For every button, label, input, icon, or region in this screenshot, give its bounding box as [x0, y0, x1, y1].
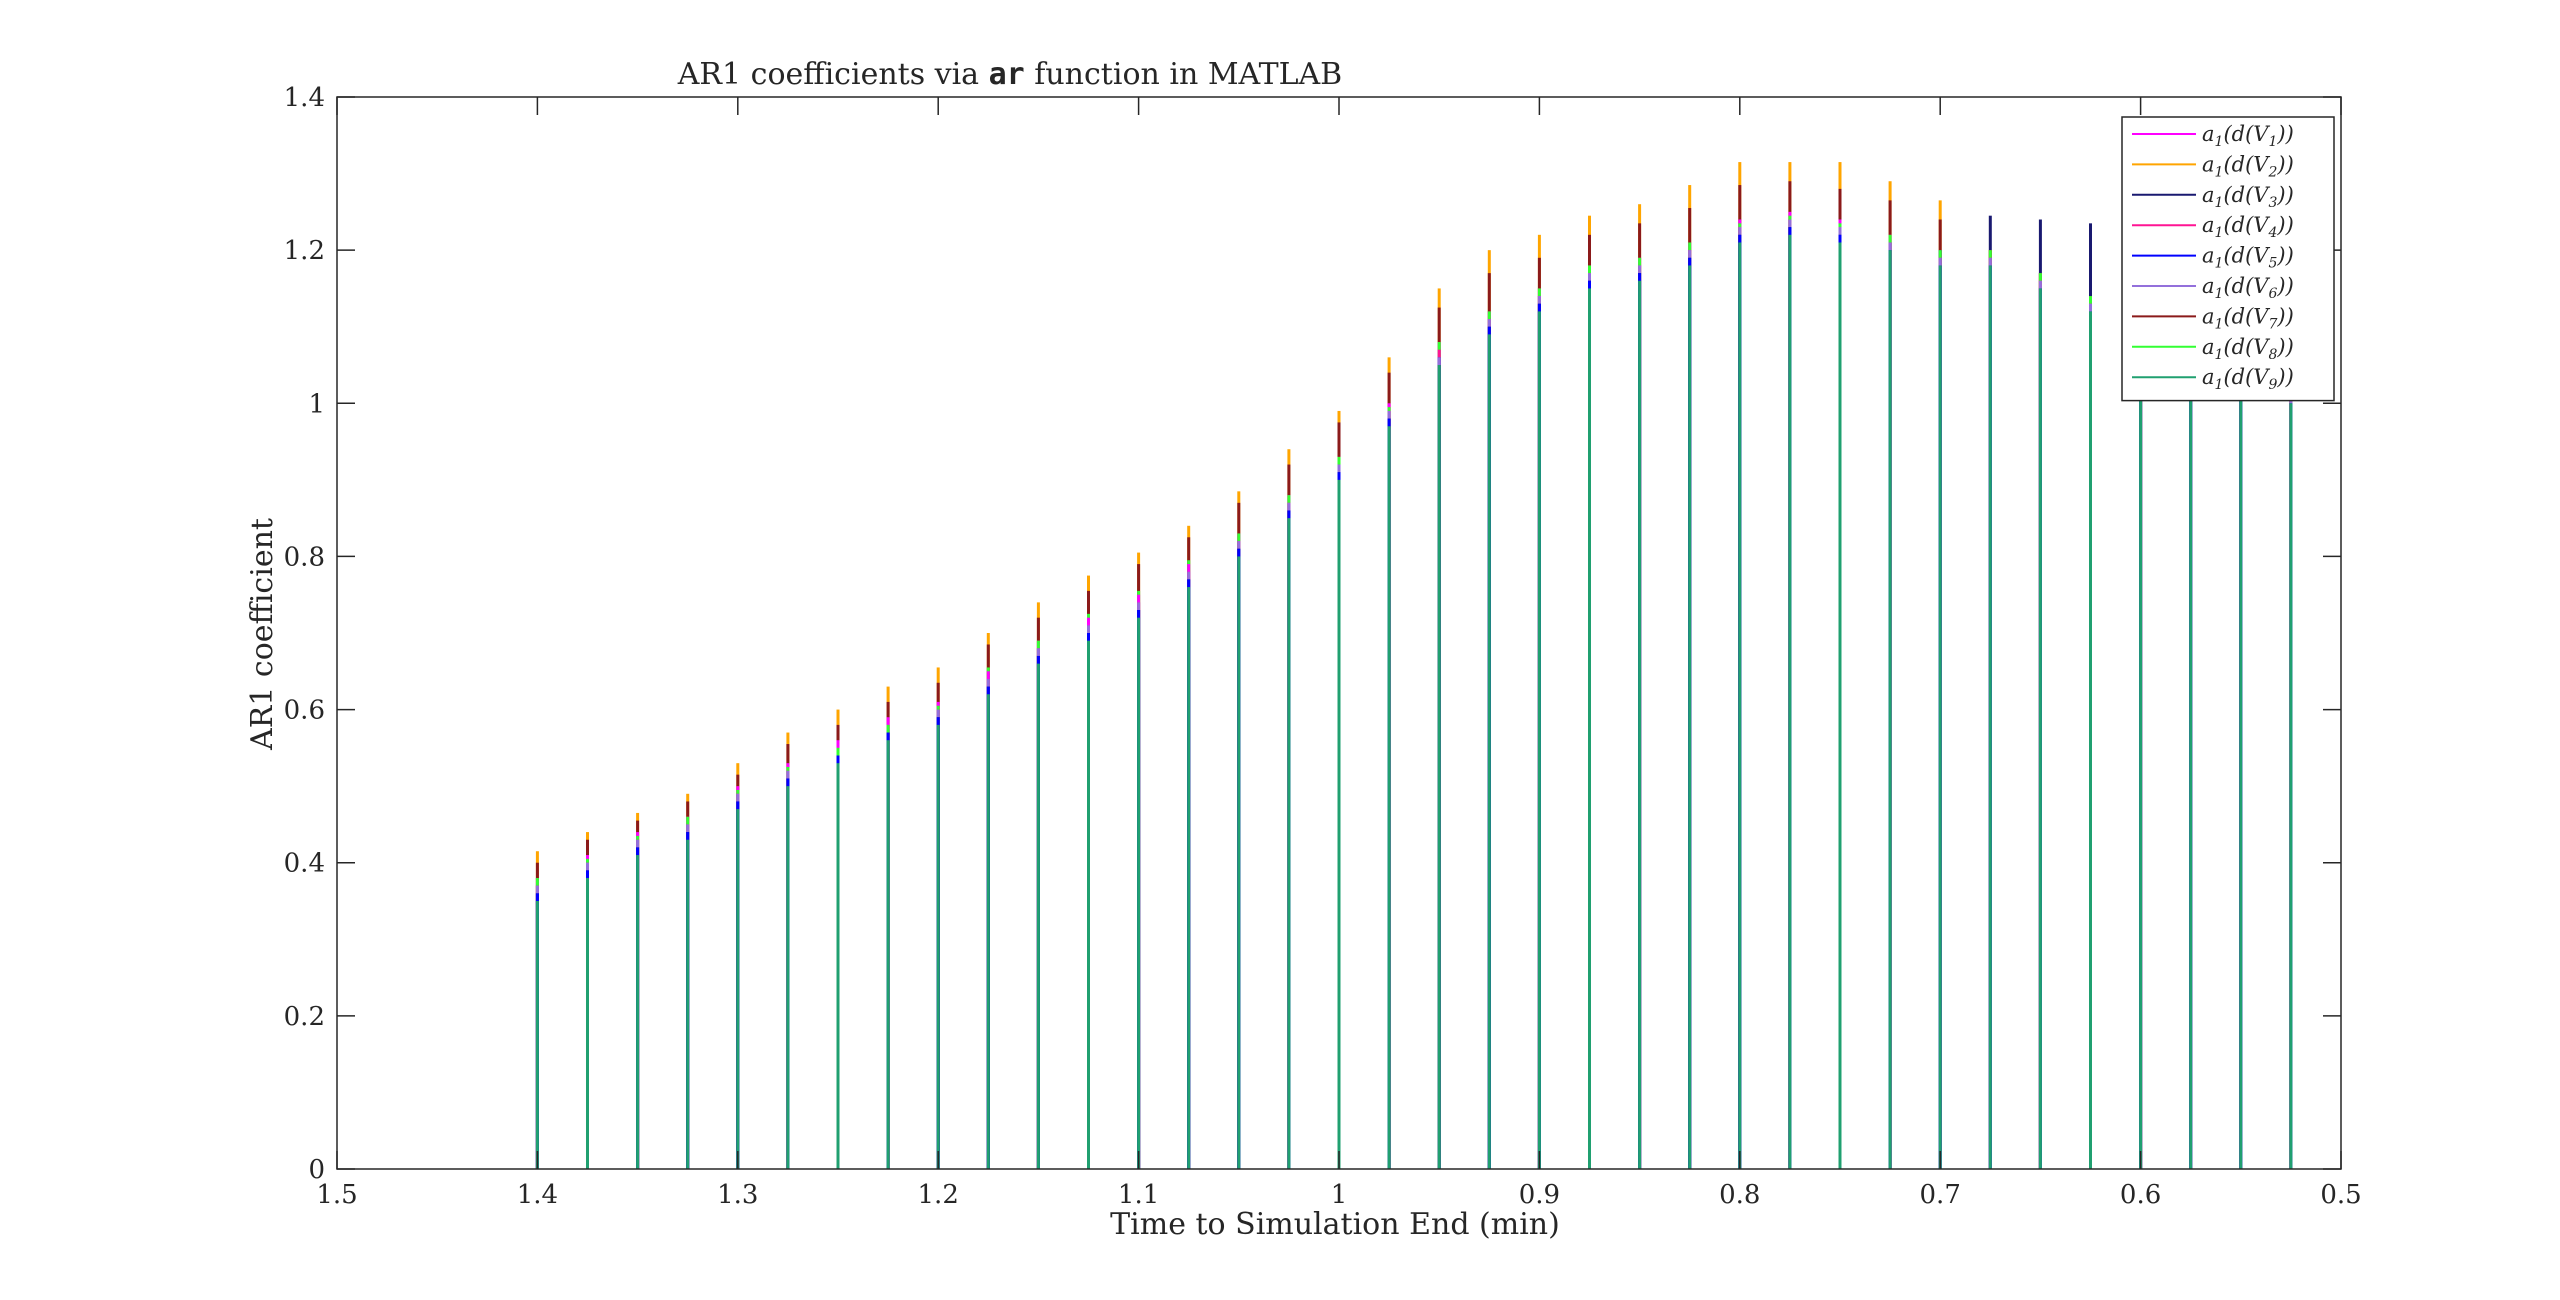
title-part-code: ar — [989, 57, 1025, 92]
bar-series-group — [535, 162, 2293, 1170]
bar-v9-25 — [1788, 234, 1792, 1170]
bar-v9-26 — [1838, 242, 1842, 1169]
bar-v9-15 — [1287, 518, 1291, 1169]
bar-v9-7 — [886, 740, 890, 1169]
y-tick-label: 1.4 — [284, 83, 325, 113]
bar-v9-29 — [1988, 265, 1992, 1169]
x-tick-label: 0.7 — [1920, 1180, 1961, 1210]
bar-v9-1 — [586, 878, 589, 1169]
bar-v9-17 — [1387, 426, 1391, 1169]
bar-v9-19 — [1487, 334, 1491, 1169]
bar-v9-6 — [836, 763, 840, 1169]
legend-label-v3: a1(d(V3)) — [2202, 183, 2294, 211]
bar-v9-4 — [736, 809, 740, 1169]
bar-v9-35 — [2289, 403, 2293, 1169]
bar-v9-34 — [2239, 387, 2243, 1169]
legend-label-v2: a1(d(V2)) — [2202, 152, 2294, 180]
y-axis-label: AR1 coefficient — [245, 518, 280, 751]
y-tick-label: 0.4 — [284, 849, 325, 879]
bar-v9-16 — [1337, 479, 1341, 1169]
legend-label-v4: a1(d(V4)) — [2202, 213, 2294, 241]
chart-title: AR1 coefficients via ar function in MATL… — [677, 57, 1342, 92]
legend-label-v8: a1(d(V8)) — [2202, 335, 2294, 363]
bar-v9-12 — [1137, 617, 1141, 1169]
bar-v9-22 — [1638, 280, 1642, 1169]
legend-label-v1: a1(d(V1)) — [2202, 122, 2294, 150]
tick-labels: 1.5 1.4 1.3 1.2 1.1 1 0.9 0.8 0.7 0.6 0.5 0 0.2 0.4 0.… — [284, 83, 2362, 1210]
y-tick-label: 0.8 — [284, 542, 325, 572]
legend-label-v7: a1(d(V7)) — [2202, 304, 2294, 332]
legend-label-v5: a1(d(V5)) — [2202, 244, 2294, 272]
bar-v9-23 — [1688, 265, 1692, 1169]
bar-v9-27 — [1888, 250, 1892, 1170]
legend: a1(d(V1))a1(d(V2)) a1(d(V3))a1(d(V4)) a1(d… — [2121, 116, 2335, 402]
bar-v9-5 — [786, 786, 790, 1169]
y-tick-label: 1 — [308, 389, 325, 419]
bar-v9-21 — [1588, 288, 1591, 1169]
x-tick-label: 1.4 — [517, 1180, 558, 1210]
y-tick-label: 0 — [308, 1155, 325, 1185]
y-tick-label: 0.6 — [284, 696, 325, 726]
y-tick-label: 1.2 — [284, 236, 325, 266]
x-axis-label: Time to Simulation End (min) — [1110, 1207, 1560, 1242]
bar-v9-0 — [535, 901, 539, 1169]
x-tick-label: 1 — [1331, 1180, 1348, 1210]
tick-marks — [336, 96, 2342, 1170]
x-tick-label: 0.6 — [2120, 1180, 2161, 1210]
bar-v9-3 — [686, 839, 690, 1169]
bar-v9-2 — [636, 855, 640, 1169]
bar-v9-11 — [1087, 640, 1090, 1169]
bar-v9-10 — [1036, 663, 1040, 1169]
bar-v9-14 — [1237, 556, 1241, 1169]
legend-label-v6: a1(d(V6)) — [2202, 274, 2294, 302]
bar-v9-8 — [936, 724, 940, 1169]
bar-v9-33 — [2189, 372, 2193, 1170]
x-tick-label: 0.8 — [1719, 1180, 1760, 1210]
legend-label-v9: a1(d(V9)) — [2202, 365, 2294, 393]
bar-v9-24 — [1738, 242, 1742, 1169]
title-part-1: AR1 coefficients via — [677, 57, 989, 92]
bar-v9-13 — [1187, 587, 1191, 1169]
x-tick-label: 1.1 — [1118, 1180, 1159, 1210]
x-tick-label: 0.9 — [1519, 1180, 1560, 1210]
y-tick-label: 0.2 — [284, 1002, 325, 1032]
bar-v9-20 — [1537, 311, 1541, 1169]
bar-v9-28 — [1938, 265, 1942, 1169]
x-tick-label: 0.5 — [2320, 1180, 2361, 1210]
bar-v9-32 — [2139, 342, 2143, 1169]
bar-v9-18 — [1437, 365, 1441, 1169]
bar-v9-31 — [2089, 311, 2092, 1169]
x-tick-label: 1.3 — [717, 1180, 758, 1210]
bar-v9-30 — [2038, 288, 2042, 1169]
title-part-3: function in MATLAB — [1025, 57, 1343, 92]
bar-v9-9 — [986, 694, 990, 1169]
x-tick-label: 1.2 — [918, 1180, 959, 1210]
x-tick-label: 1.5 — [316, 1180, 357, 1210]
